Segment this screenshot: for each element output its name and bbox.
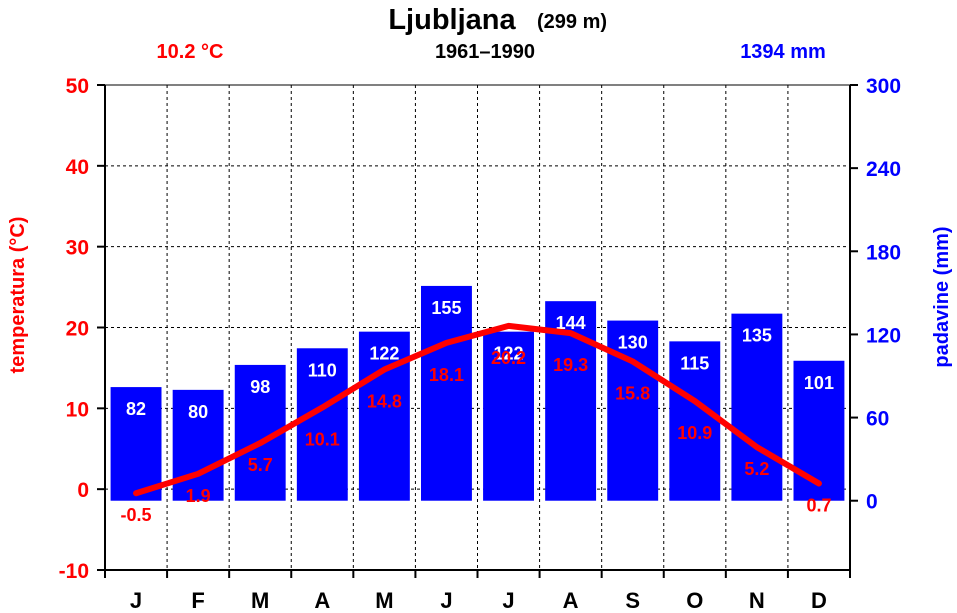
precipitation-value-label: 80 <box>188 402 208 422</box>
precipitation-bar <box>296 348 348 501</box>
precipitation-value-label: 122 <box>494 344 524 364</box>
annual-total-precipitation: 1394 mm <box>740 41 826 63</box>
y-left-tick-label: 40 <box>66 156 89 179</box>
y-right-tick-label: 120 <box>866 324 901 347</box>
temperature-value-label: 14.8 <box>367 392 402 412</box>
x-tick-label-month: M <box>375 588 393 613</box>
y-axis-left-label: temperatura (°C) <box>7 217 29 374</box>
precipitation-value-label: 82 <box>126 399 146 419</box>
precipitation-bar <box>793 360 845 501</box>
chart-title: Ljubljana <box>388 4 516 36</box>
precipitation-bar <box>731 313 783 501</box>
temperature-value-label: 19.3 <box>553 355 588 375</box>
temperature-value-label: 5.7 <box>248 455 273 475</box>
temperature-value-label: 10.1 <box>305 430 340 450</box>
temperature-value-label: 20.2 <box>491 348 526 368</box>
precipitation-value-label: 101 <box>804 373 834 393</box>
precipitation-value-label: 98 <box>250 377 270 397</box>
y-axis-right-label: padavine (mm) <box>931 226 953 367</box>
temperature-value-label: 15.8 <box>615 383 650 403</box>
temperature-value-label: 1.9 <box>186 486 211 506</box>
precipitation-value-label: 144 <box>556 313 586 333</box>
y-right-tick-label: 240 <box>866 158 901 181</box>
y-right-tick-label: 0 <box>866 491 878 514</box>
y-right-tick-label: 180 <box>866 241 901 264</box>
x-tick-label-month: S <box>625 588 640 613</box>
precipitation-value-label: 115 <box>680 353 709 373</box>
y-left-tick-label: 30 <box>66 237 89 260</box>
y-left-tick-label: 50 <box>66 75 89 98</box>
temperature-line <box>133 322 822 497</box>
x-tick-label-month: A <box>563 588 579 613</box>
y-left-tick-label: 20 <box>66 318 89 341</box>
y-right-tick-label: 300 <box>866 75 901 98</box>
y-left-tick-label: -10 <box>59 560 89 583</box>
x-tick-label-month: M <box>251 588 269 613</box>
temperature-value-label: 0.7 <box>806 496 831 516</box>
temperature-value-label: -0.5 <box>121 505 152 525</box>
temperature-value-label: 5.2 <box>744 459 769 479</box>
x-tick-label-month: J <box>502 588 514 613</box>
precipitation-bar <box>483 331 534 501</box>
x-tick-label-month: O <box>686 588 703 613</box>
temperature-value-label: 10.9 <box>677 423 712 443</box>
precipitation-value-label: 135 <box>742 326 772 346</box>
precipitation-value-label: 130 <box>618 333 648 353</box>
precipitation-bar <box>110 387 162 501</box>
precipitation-value-label: 155 <box>431 298 461 318</box>
chart-subtitle-period: 1961–1990 <box>435 41 535 63</box>
precipitation-value-label: 122 <box>369 344 399 364</box>
y-left-tick-label: 0 <box>77 479 89 502</box>
x-tick-label-month: J <box>440 588 452 613</box>
x-tick-label-month: N <box>749 588 765 613</box>
chart-title-elevation: (299 m) <box>537 11 607 33</box>
annual-mean-temperature: 10.2 °C <box>157 41 224 63</box>
y-right-tick-label: 60 <box>866 408 889 431</box>
precipitation-bar <box>669 341 721 501</box>
y-left-tick-label: 10 <box>66 398 89 421</box>
precipitation-value-label: 110 <box>308 360 337 380</box>
precipitation-bar <box>421 285 472 501</box>
x-tick-label-month: J <box>130 588 142 613</box>
temperature-value-label: 18.1 <box>429 365 464 385</box>
x-tick-label-month: F <box>191 588 204 613</box>
x-tick-label-month: D <box>811 588 827 613</box>
x-tick-label-month: A <box>314 588 330 613</box>
